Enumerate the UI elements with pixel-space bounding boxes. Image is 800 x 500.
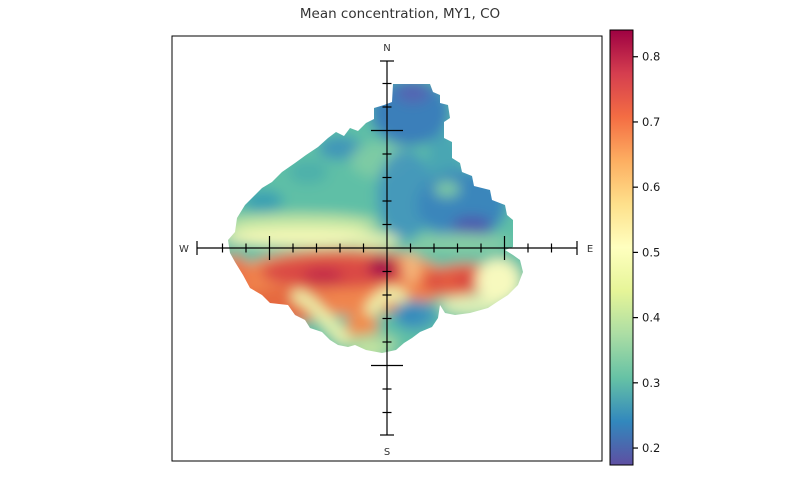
chart-title: Mean concentration, MY1, CO bbox=[300, 6, 500, 22]
compass-label-east: E bbox=[587, 244, 593, 255]
colorbar-tick-label: 0.7 bbox=[642, 115, 660, 129]
colorbar-tick-label: 0.8 bbox=[642, 50, 660, 64]
colorbar-tick-label: 0.5 bbox=[642, 245, 660, 259]
colorbar-ticks: 0.2 0.3 0.4 0.5 0.6 0.7 0.8 bbox=[633, 50, 660, 455]
colorbar-tick-label: 0.2 bbox=[642, 441, 660, 455]
compass-label-north: N bbox=[383, 43, 390, 54]
compass-label-south: S bbox=[384, 447, 390, 458]
colorbar-tick-label: 0.4 bbox=[642, 311, 660, 325]
colorbar-tick-label: 0.3 bbox=[642, 376, 660, 390]
colorbar bbox=[610, 30, 633, 465]
compass-label-west: W bbox=[179, 244, 189, 255]
colorbar-tick-label: 0.6 bbox=[642, 180, 660, 194]
compass-axes bbox=[196, 60, 578, 436]
colorbar-frame bbox=[609, 29, 634, 466]
